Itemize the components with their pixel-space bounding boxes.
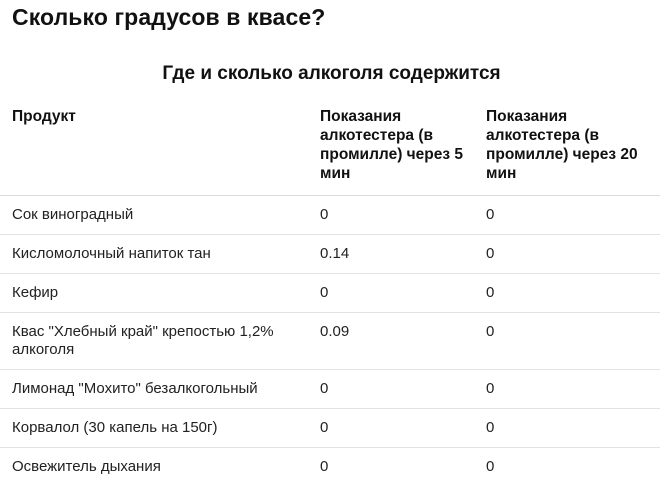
reading-5-min-cell: 0: [308, 273, 474, 313]
reading-20-min-cell: 0: [474, 195, 660, 235]
table-row: Корвалол (30 капель на 150г) 0 0: [0, 408, 660, 448]
table-row: Кефир 0 0: [0, 273, 660, 313]
table-header-row: Продукт Показания алкотестера (в промилл…: [0, 96, 660, 196]
product-cell: Лимонад "Мохито" безалкогольный: [0, 369, 308, 409]
reading-20-min-cell: 0: [486, 458, 495, 475]
column-header-reading-20-min: Показания алкотестера (в промилле) через…: [474, 96, 660, 196]
column-header-reading-5-min: Показания алкотестера (в промилле) через…: [308, 96, 474, 196]
column-header-product: Продукт: [0, 96, 308, 196]
reading-5-min-cell: 0.14: [308, 234, 474, 274]
table-row: Сок виноградный 0 0: [0, 195, 660, 235]
reading-5-min-cell: 0: [308, 369, 474, 409]
product-cell: Корвалол (30 капель на 150г): [0, 408, 308, 448]
reading-20-min-cell: 0: [474, 408, 660, 448]
alcohol-content-table: Продукт Показания алкотестера (в промилл…: [0, 96, 660, 486]
table-row: Кисломолочный напиток тан 0.14 0: [0, 234, 660, 274]
product-cell: Сок виноградный: [0, 195, 308, 235]
product-cell: Кисломолочный напиток тан: [0, 234, 308, 274]
table-row: Лимонад "Мохито" безалкогольный 0 0: [0, 369, 660, 409]
reading-5-min-cell: 0: [320, 458, 329, 475]
reading-5-min-cell: 0: [308, 195, 474, 235]
reading-5-min-cell: 0.09: [308, 312, 474, 370]
product-cell: Квас "Хлебный край" крепостью 1,2% алког…: [0, 312, 308, 370]
product-cell: Кефир: [0, 273, 308, 313]
reading-20-min-cell: 0: [474, 369, 660, 409]
reading-20-min-cell: 0: [474, 312, 660, 370]
reading-5-min-cell: 0: [308, 408, 474, 448]
page-title: Сколько градусов в квасе?: [12, 4, 326, 30]
reading-20-min-cell: 0: [474, 234, 660, 274]
table-title: Где и сколько алкоголя содержится: [162, 63, 501, 84]
table-row: Освежитель дыхания 0 0: [0, 448, 660, 487]
product-cell: Освежитель дыхания: [12, 458, 161, 475]
reading-20-min-cell: 0: [474, 273, 660, 313]
table-row: Квас "Хлебный край" крепостью 1,2% алког…: [0, 312, 660, 370]
